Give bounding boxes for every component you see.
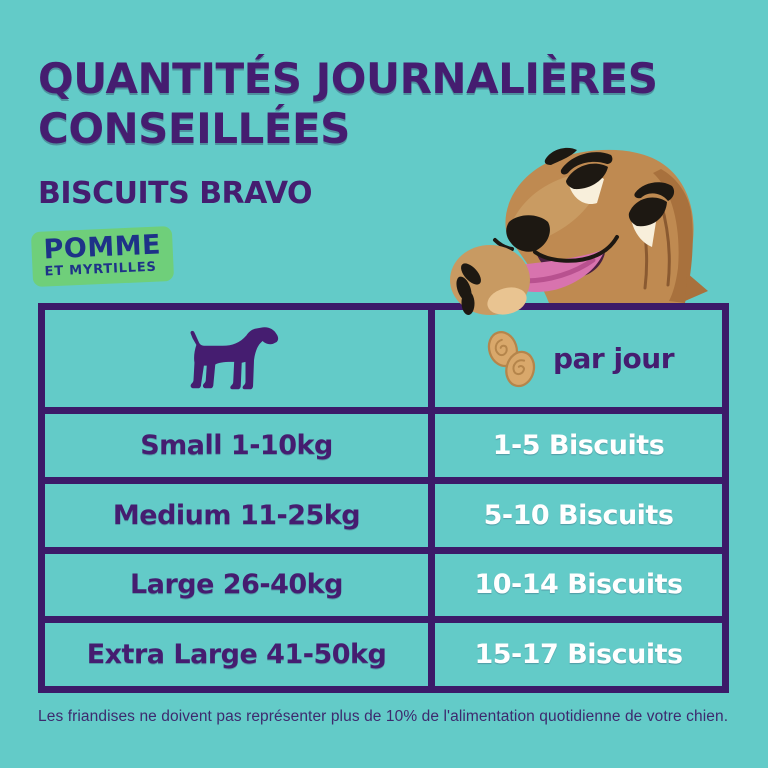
- size-label: Small 1-10kg: [140, 429, 333, 461]
- size-label: Extra Large 41-50kg: [86, 639, 387, 671]
- size-label: Large 26-40kg: [130, 569, 343, 601]
- amount-label: 1-5 Biscuits: [492, 429, 665, 461]
- amount-label: 10-14 Biscuits: [474, 569, 683, 601]
- two-biscuits-icon: [487, 330, 536, 387]
- table-row-amount: 15-17 Biscuits: [428, 616, 722, 686]
- amount-label: 15-17 Biscuits: [474, 639, 683, 671]
- amount-label: 5-10 Biscuits: [483, 499, 674, 531]
- page-title: QUANTITÉS JOURNALIÈRES CONSEILLÉES: [38, 54, 658, 153]
- table-row-size: Extra Large 41-50kg: [45, 616, 428, 686]
- dog-silhouette-icon: [190, 326, 278, 389]
- table-row-amount: 5-10 Biscuits: [428, 476, 722, 547]
- flavor-badge: POMME ET MYRTILLES: [30, 225, 175, 288]
- table-header-perday-cell: par jour: [428, 310, 722, 407]
- dog-licking-paw-illustration: [450, 147, 708, 315]
- table-row-amount: 10-14 Biscuits: [428, 546, 722, 617]
- table-row-amount: 1-5 Biscuits: [428, 407, 722, 477]
- product-subtitle: BISCUITS BRAVO: [38, 176, 313, 211]
- feeding-guide-table: par jour Small 1-10kg 1-5 Biscuits Mediu…: [38, 303, 729, 693]
- table-row-size: Medium 11-25kg: [45, 476, 428, 547]
- table-header-dog-cell: [45, 310, 428, 407]
- size-label: Medium 11-25kg: [112, 499, 361, 531]
- table-row-size: Large 26-40kg: [45, 546, 428, 617]
- table-row-size: Small 1-10kg: [45, 407, 428, 477]
- disclaimer-text: Les friandises ne doivent pas représente…: [38, 708, 729, 725]
- per-day-label: par jour: [552, 342, 675, 375]
